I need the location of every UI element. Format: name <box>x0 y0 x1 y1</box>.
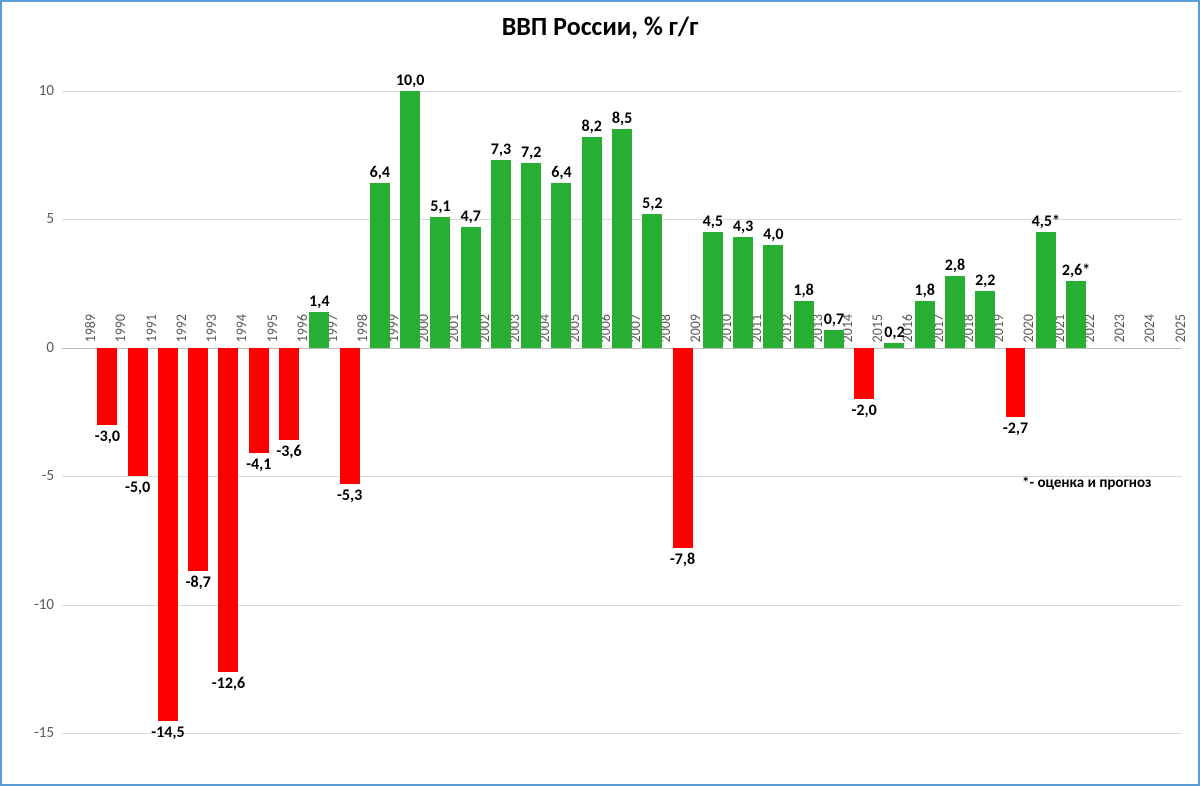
bar <box>158 348 178 721</box>
data-label: -3,0 <box>95 427 120 446</box>
data-label: 7,3 <box>491 140 511 159</box>
y-tick-label: 10 <box>39 82 62 100</box>
data-label: 1,4 <box>309 292 329 311</box>
bar <box>884 343 904 348</box>
bar <box>279 348 299 441</box>
bar <box>975 291 995 348</box>
x-tick-label: 2023 <box>1111 314 1128 354</box>
bar <box>612 129 632 348</box>
y-tick-label: -5 <box>42 467 62 485</box>
data-label: -14,5 <box>151 723 184 742</box>
bar <box>945 276 965 348</box>
data-label: -8,7 <box>186 573 211 592</box>
bar <box>1006 348 1026 417</box>
data-label: -5,0 <box>125 478 150 497</box>
data-label: 4,0 <box>763 225 783 244</box>
data-label: 5,1 <box>430 197 450 216</box>
data-label: -12,6 <box>212 674 245 693</box>
data-label: 1,8 <box>793 281 813 300</box>
gridline <box>62 733 1182 734</box>
bar <box>188 348 208 572</box>
x-tick-label: 2025 <box>1172 314 1189 354</box>
bar <box>794 301 814 347</box>
bar <box>763 245 783 348</box>
chart-frame: ВВП России, % г/г -15-10-5051019891990-3… <box>0 0 1200 786</box>
bar <box>703 232 723 348</box>
bar <box>97 348 117 425</box>
data-label: 10,0 <box>396 71 424 90</box>
data-label: 4,3 <box>733 217 753 236</box>
bar <box>854 348 874 399</box>
bar <box>309 312 329 348</box>
bar <box>491 160 511 348</box>
bar <box>249 348 269 453</box>
data-label: -5,3 <box>337 486 362 505</box>
bar <box>370 183 390 348</box>
chart-title: ВВП России, % г/г <box>2 10 1198 42</box>
bar <box>824 330 844 348</box>
data-label: 8,2 <box>582 117 602 136</box>
data-label: -3,6 <box>276 442 301 461</box>
data-label: 5,2 <box>642 194 662 213</box>
data-label: -4,1 <box>246 455 271 474</box>
data-label: 2,2 <box>975 271 995 290</box>
data-label: -2,0 <box>852 401 877 420</box>
bar <box>521 163 541 348</box>
bar <box>430 217 450 348</box>
bar <box>400 91 420 348</box>
data-label: 1,8 <box>915 281 935 300</box>
data-label: 4,5 <box>703 212 723 231</box>
data-label: 2,8 <box>945 256 965 275</box>
data-label: 2,6* <box>1062 261 1090 280</box>
data-label: 0,2 <box>884 323 904 342</box>
data-label: 6,4 <box>551 163 571 182</box>
footnote: *- оценка и прогноз <box>1022 474 1151 492</box>
bar <box>1066 281 1086 348</box>
gridline <box>62 91 1182 92</box>
y-tick-label: 0 <box>46 339 62 357</box>
bar <box>673 348 693 549</box>
y-tick-label: -10 <box>34 596 62 614</box>
data-label: 7,2 <box>521 143 541 162</box>
bar <box>218 348 238 672</box>
plot-area: -15-10-5051019891990-3,01991-5,01992-14,… <box>62 52 1182 772</box>
bar <box>1036 232 1056 348</box>
bar <box>461 227 481 348</box>
bar <box>642 214 662 348</box>
data-label: 0,7 <box>824 310 844 329</box>
data-label: 4,7 <box>460 207 480 226</box>
data-label: 4,5* <box>1032 212 1060 231</box>
bar <box>733 237 753 348</box>
data-label: 6,4 <box>370 163 390 182</box>
bar <box>340 348 360 484</box>
bar <box>915 301 935 347</box>
bar <box>582 137 602 348</box>
bar <box>551 183 571 348</box>
bar <box>128 348 148 477</box>
y-tick-label: -15 <box>34 724 62 742</box>
data-label: -2,7 <box>1003 419 1028 438</box>
data-label: 8,5 <box>612 109 632 128</box>
x-tick-label: 2024 <box>1141 314 1158 354</box>
data-label: -7,8 <box>670 550 695 569</box>
y-tick-label: 5 <box>46 210 62 228</box>
